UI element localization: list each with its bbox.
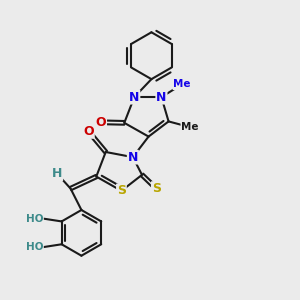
Text: HO: HO xyxy=(26,214,43,224)
Text: N: N xyxy=(129,91,140,103)
Text: S: S xyxy=(117,184,126,197)
Text: S: S xyxy=(152,182,161,195)
Text: O: O xyxy=(83,125,94,138)
Text: Me: Me xyxy=(181,122,199,132)
Text: H: H xyxy=(52,167,62,180)
Text: N: N xyxy=(128,151,138,164)
Text: HO: HO xyxy=(26,242,43,252)
Text: O: O xyxy=(95,116,106,129)
Text: Me: Me xyxy=(173,79,191,89)
Text: N: N xyxy=(156,91,167,103)
